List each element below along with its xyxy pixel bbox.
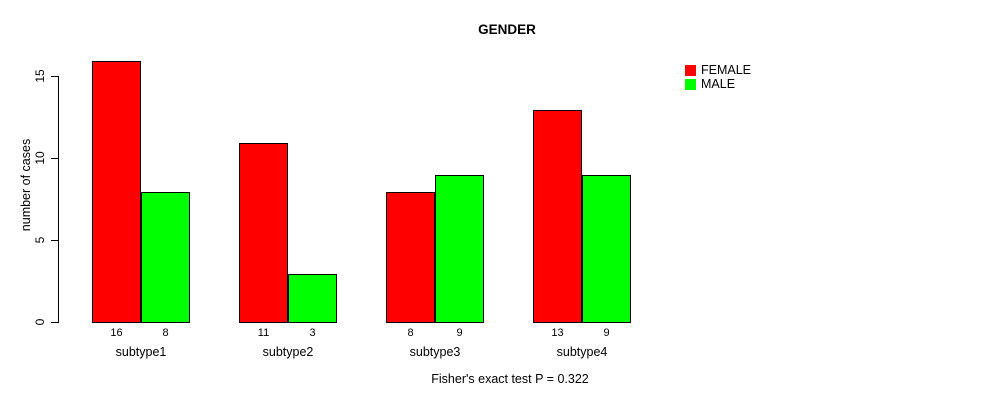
bar-male-subtype2 xyxy=(288,274,337,323)
bar-male-subtype3 xyxy=(435,175,484,323)
legend-swatch-icon xyxy=(685,78,696,90)
bar-value-label: 8 xyxy=(162,327,169,339)
bar-value-label: 16 xyxy=(110,327,123,339)
bar-male-subtype1 xyxy=(141,192,190,323)
legend-label: MALE xyxy=(701,77,736,91)
x-category-label: subtype3 xyxy=(409,345,461,359)
y-tick-label: 0 xyxy=(33,318,47,326)
bar-female-subtype3 xyxy=(386,192,435,323)
y-tick-label: 5 xyxy=(33,236,47,244)
legend-label: FEMALE xyxy=(701,63,752,77)
bar-female-subtype1 xyxy=(92,61,141,323)
y-tick-label: 15 xyxy=(33,69,47,83)
y-tick xyxy=(51,76,58,77)
chart-title: GENDER xyxy=(478,22,536,37)
bar-male-subtype4 xyxy=(582,175,631,323)
bar-value-label: 8 xyxy=(407,327,414,339)
bar-value-label: 3 xyxy=(309,327,316,339)
x-category-label: subtype2 xyxy=(262,345,314,359)
bar-value-label: 11 xyxy=(257,327,270,339)
legend: FEMALE MALE xyxy=(685,63,751,91)
legend-item-male: MALE xyxy=(685,77,751,91)
y-tick xyxy=(51,240,58,241)
fisher-test-caption: Fisher's exact test P = 0.322 xyxy=(431,372,589,386)
y-tick-label: 10 xyxy=(33,151,47,165)
legend-item-female: FEMALE xyxy=(685,63,751,77)
y-tick xyxy=(51,322,58,323)
bar-female-subtype2 xyxy=(239,143,288,323)
bar-value-label: 9 xyxy=(456,327,463,339)
legend-swatch-icon xyxy=(685,64,696,76)
x-category-label: subtype4 xyxy=(556,345,608,359)
bar-female-subtype4 xyxy=(533,110,582,323)
x-category-label: subtype1 xyxy=(115,345,167,359)
y-tick xyxy=(51,158,58,159)
y-axis-line xyxy=(58,76,59,323)
bar-value-label: 9 xyxy=(603,327,610,339)
bar-value-label: 13 xyxy=(551,327,564,339)
y-axis-label: number of cases xyxy=(19,138,33,232)
